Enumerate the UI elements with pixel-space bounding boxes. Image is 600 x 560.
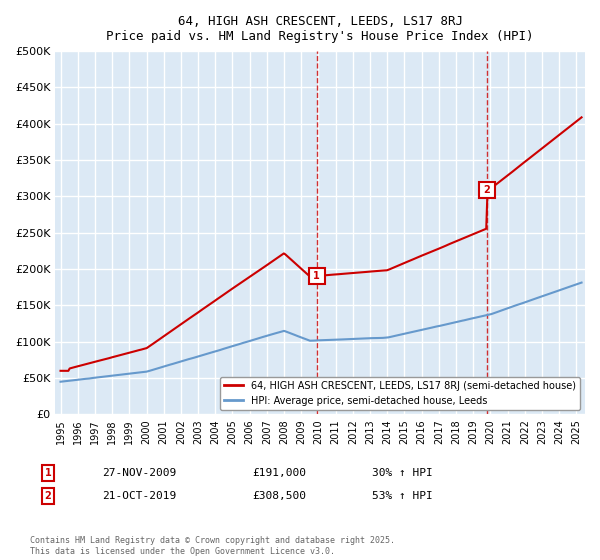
Text: £308,500: £308,500	[252, 491, 306, 501]
Text: Contains HM Land Registry data © Crown copyright and database right 2025.
This d: Contains HM Land Registry data © Crown c…	[30, 536, 395, 556]
Text: 2: 2	[484, 185, 490, 195]
Text: 2: 2	[44, 491, 52, 501]
Text: 30% ↑ HPI: 30% ↑ HPI	[372, 468, 433, 478]
Text: 27-NOV-2009: 27-NOV-2009	[102, 468, 176, 478]
Legend: 64, HIGH ASH CRESCENT, LEEDS, LS17 8RJ (semi-detached house), HPI: Average price: 64, HIGH ASH CRESCENT, LEEDS, LS17 8RJ (…	[220, 377, 580, 409]
Text: 21-OCT-2019: 21-OCT-2019	[102, 491, 176, 501]
Title: 64, HIGH ASH CRESCENT, LEEDS, LS17 8RJ
Price paid vs. HM Land Registry's House P: 64, HIGH ASH CRESCENT, LEEDS, LS17 8RJ P…	[106, 15, 534, 43]
Text: 1: 1	[313, 270, 320, 281]
Text: £191,000: £191,000	[252, 468, 306, 478]
Text: 53% ↑ HPI: 53% ↑ HPI	[372, 491, 433, 501]
Text: 1: 1	[44, 468, 52, 478]
